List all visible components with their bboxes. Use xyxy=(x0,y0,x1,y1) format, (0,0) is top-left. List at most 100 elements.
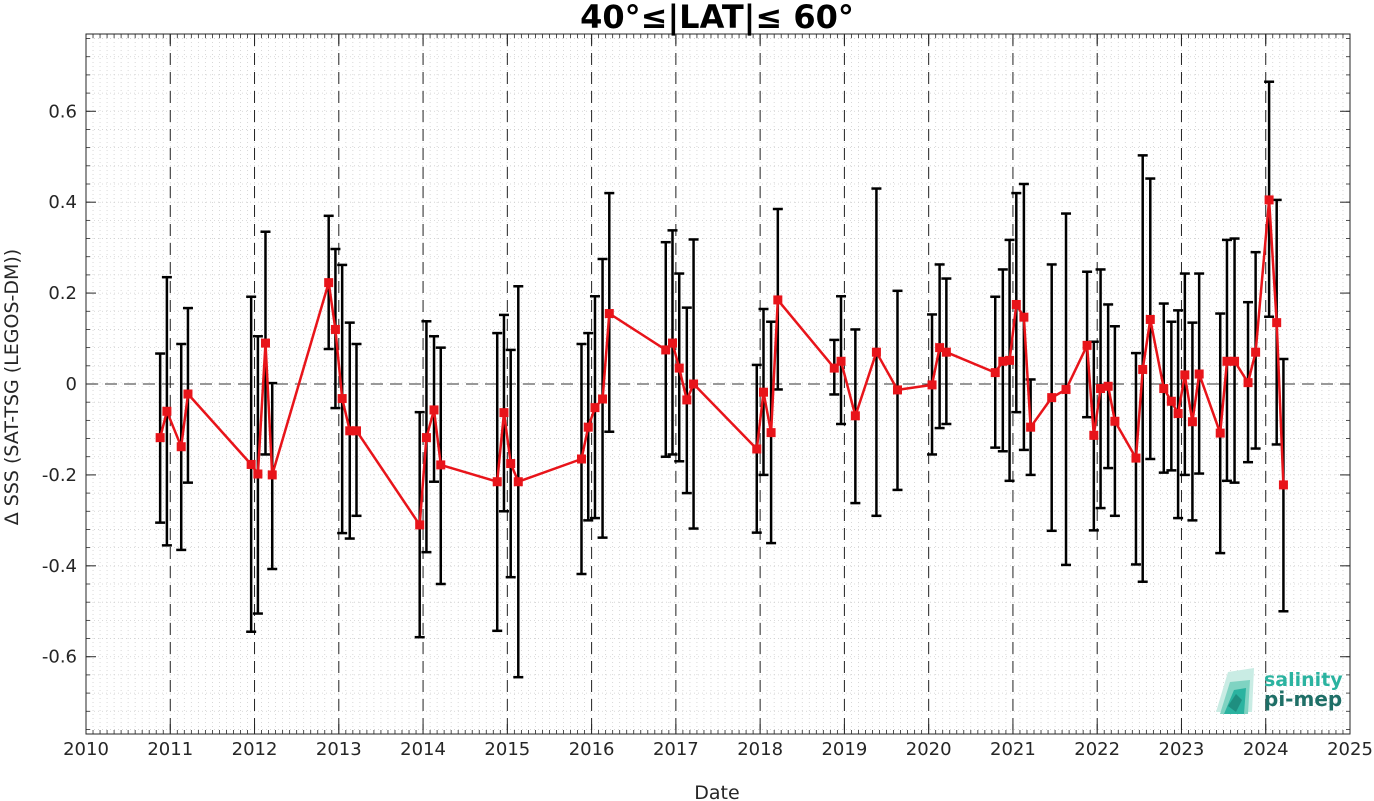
data-marker xyxy=(604,309,614,319)
data-marker xyxy=(1251,347,1261,357)
data-marker xyxy=(337,394,347,404)
data-marker xyxy=(155,433,165,443)
data-marker xyxy=(1243,378,1253,388)
data-marker xyxy=(492,477,502,487)
y-tick-label: -0.6 xyxy=(42,647,77,668)
data-marker xyxy=(1215,428,1225,438)
data-marker xyxy=(1026,422,1036,432)
data-marker xyxy=(674,363,684,373)
data-marker xyxy=(1061,384,1071,394)
data-marker xyxy=(1159,384,1169,394)
data-marker xyxy=(513,477,523,487)
data-marker xyxy=(773,295,783,305)
data-marker xyxy=(892,385,902,395)
axis-ticks xyxy=(85,34,1351,734)
data-marker xyxy=(1180,370,1190,380)
x-tick-label: 2017 xyxy=(653,739,699,760)
data-marker xyxy=(1110,416,1120,426)
data-marker xyxy=(766,428,776,438)
data-marker xyxy=(1166,396,1176,406)
x-axis-label: Date xyxy=(694,782,739,801)
data-marker xyxy=(836,356,846,366)
data-marker xyxy=(1230,356,1240,366)
data-marker xyxy=(246,459,256,469)
data-marker xyxy=(829,363,839,373)
data-marker xyxy=(598,394,608,404)
x-tick-label: 2016 xyxy=(569,739,615,760)
data-marker xyxy=(421,433,431,443)
data-marker xyxy=(941,347,951,357)
data-marker xyxy=(1082,340,1092,350)
salinity-pi-mep-logo: salinity pi-mep xyxy=(1216,668,1343,714)
y-tick-label: 0.4 xyxy=(48,192,77,213)
x-tick-label: 2023 xyxy=(1159,739,1205,760)
logo-text-pi-mep: pi-mep xyxy=(1264,687,1342,711)
data-marker xyxy=(590,403,600,413)
data-marker xyxy=(661,345,671,355)
data-marker xyxy=(667,338,677,348)
x-tick-label: 2010 xyxy=(63,739,109,760)
data-marker xyxy=(1131,453,1141,463)
logo-wave-icon xyxy=(1216,668,1254,714)
data-marker xyxy=(871,347,881,357)
data-marker xyxy=(927,380,937,390)
x-tick-label: 2012 xyxy=(232,739,278,760)
data-marker xyxy=(1145,314,1155,324)
data-marker xyxy=(499,408,509,418)
data-marker xyxy=(176,442,186,452)
data-marker xyxy=(267,470,277,480)
data-markers xyxy=(155,195,1288,530)
y-tick-label: 0.6 xyxy=(48,101,77,122)
x-tick-label: 2011 xyxy=(147,739,193,760)
data-marker xyxy=(183,389,193,399)
data-marker xyxy=(689,379,699,389)
data-marker xyxy=(1187,417,1197,427)
y-axis-label: Δ SSS (SAT-TSG (LEGOS-DM)) xyxy=(1,249,23,525)
data-marker xyxy=(506,459,516,469)
data-marker xyxy=(1272,318,1282,328)
data-marker xyxy=(759,387,769,397)
x-tick-label: 2025 xyxy=(1327,739,1373,760)
data-marker xyxy=(1019,312,1029,322)
data-marker xyxy=(436,460,446,470)
x-tick-label: 2013 xyxy=(316,739,362,760)
chart-title: 40°≤|LAT|≤ 60° xyxy=(580,0,854,37)
x-tick-labels: 2010 2011 2012 2013 2014 2015 2016 2017 2018 2019… xyxy=(63,739,1373,760)
y-tick-label: 0 xyxy=(66,374,77,395)
y-tick-label: 0.2 xyxy=(48,283,77,304)
data-marker xyxy=(583,422,593,432)
data-marker xyxy=(1096,384,1106,394)
x-tick-label: 2022 xyxy=(1074,739,1120,760)
x-tick-label: 2020 xyxy=(906,739,952,760)
data-marker xyxy=(576,454,586,464)
x-tick-label: 2015 xyxy=(484,739,530,760)
data-marker xyxy=(1047,393,1057,403)
logo-text-salinity: salinity xyxy=(1264,669,1343,691)
data-marker xyxy=(1005,355,1015,365)
data-marker xyxy=(990,368,1000,378)
data-marker xyxy=(429,405,439,415)
y-tick-label: -0.2 xyxy=(42,465,77,486)
data-marker xyxy=(162,406,172,416)
data-marker xyxy=(1103,381,1113,391)
x-tick-label: 2018 xyxy=(737,739,783,760)
data-marker xyxy=(682,395,692,405)
y-tick-label: -0.4 xyxy=(42,556,77,577)
data-marker xyxy=(1173,409,1183,419)
data-marker xyxy=(1011,299,1021,309)
data-marker xyxy=(351,426,361,436)
data-marker xyxy=(1194,369,1204,379)
data-marker xyxy=(260,338,270,348)
data-marker xyxy=(253,469,263,479)
x-tick-label: 2019 xyxy=(821,739,867,760)
data-marker xyxy=(324,278,334,288)
data-marker xyxy=(752,444,762,454)
data-marker xyxy=(850,411,860,421)
data-marker xyxy=(1264,195,1274,205)
data-marker xyxy=(415,520,425,530)
x-tick-label: 2021 xyxy=(990,739,1036,760)
data-marker xyxy=(1222,356,1232,366)
data-marker xyxy=(1278,480,1288,490)
x-tick-label: 2024 xyxy=(1243,739,1289,760)
